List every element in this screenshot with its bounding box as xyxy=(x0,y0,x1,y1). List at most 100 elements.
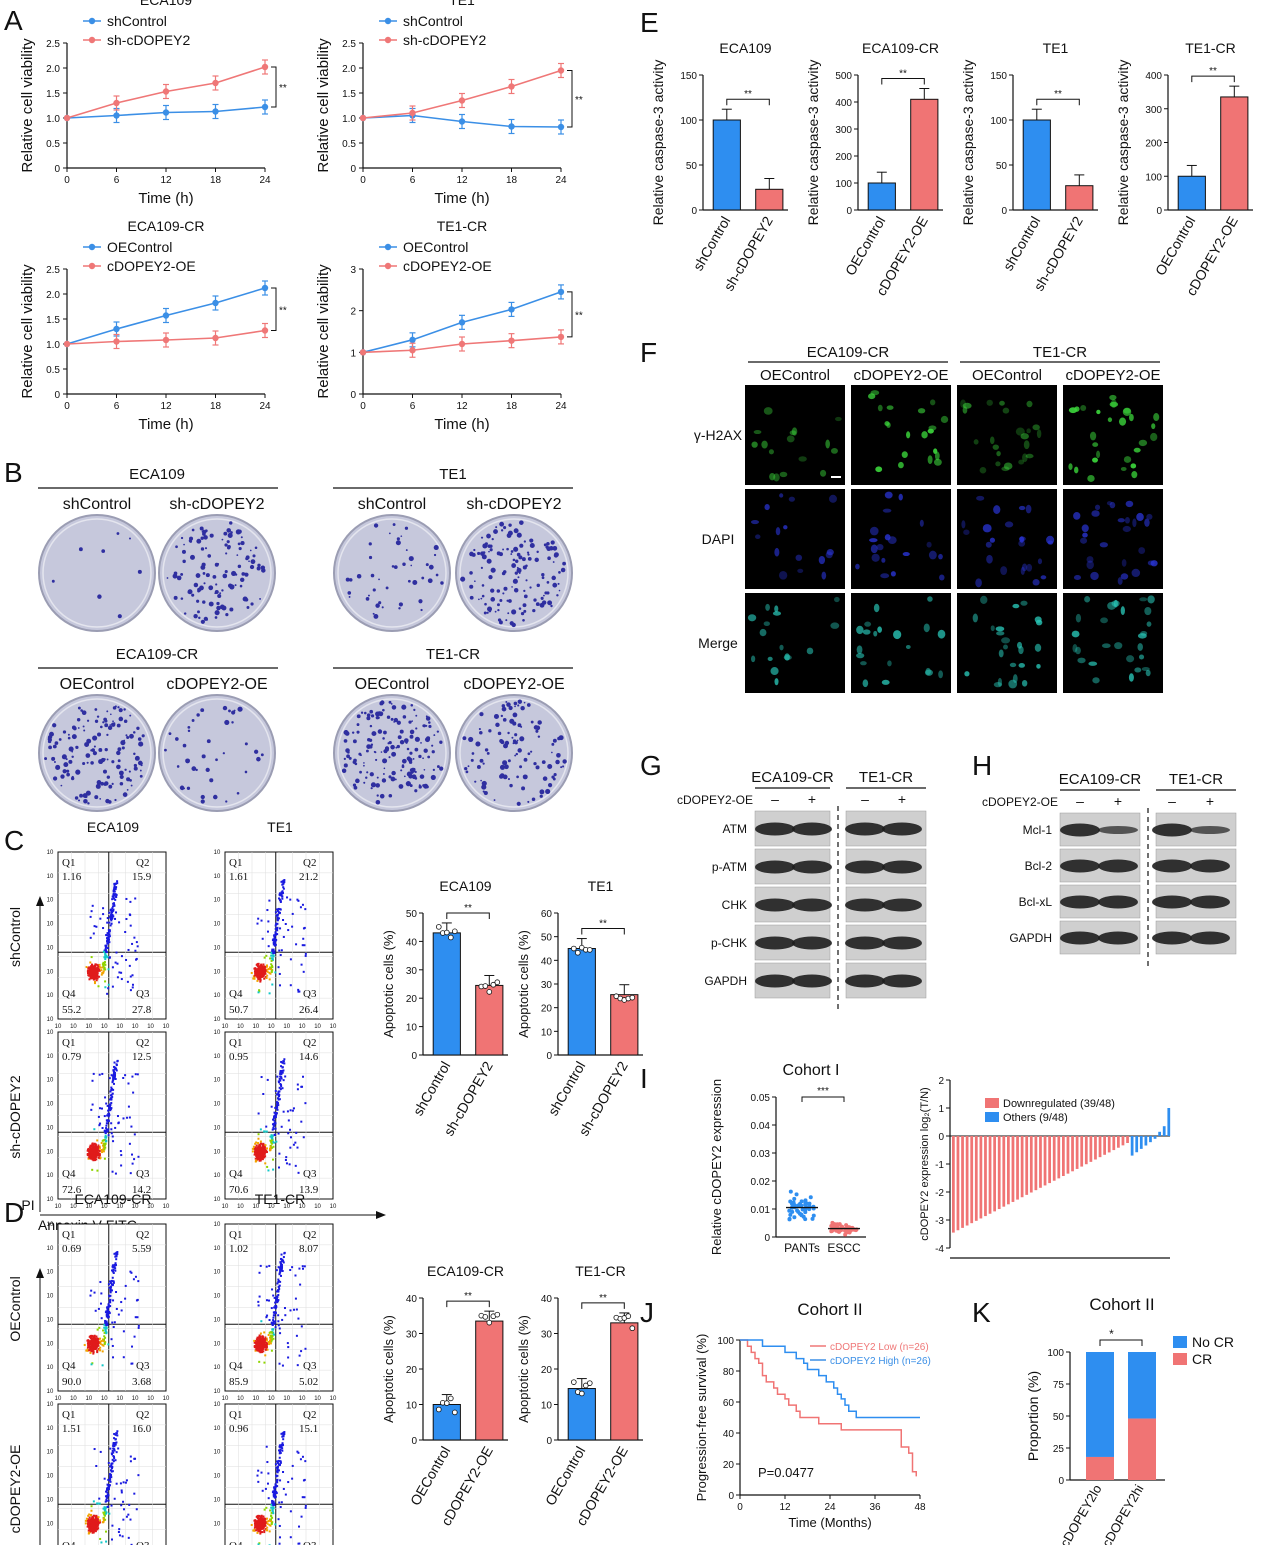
quadrant-q1-label: Q1 xyxy=(62,857,75,869)
event-dot xyxy=(253,1526,256,1529)
y-axis-tick: 10 xyxy=(47,1149,54,1155)
colony xyxy=(191,766,197,771)
panel-letter-a: A xyxy=(4,5,23,36)
colony xyxy=(521,786,526,791)
colony xyxy=(507,612,510,615)
event-dot xyxy=(262,1148,265,1151)
event-dot xyxy=(276,1093,279,1096)
colony xyxy=(123,708,126,711)
event-dot xyxy=(91,1517,94,1520)
colony xyxy=(133,766,138,771)
x-axis-tick: 10 xyxy=(330,1204,337,1210)
event-dot xyxy=(110,1289,113,1292)
colony xyxy=(370,787,373,790)
event-dot xyxy=(277,1081,280,1084)
colony xyxy=(112,720,114,723)
event-dot xyxy=(257,1469,260,1472)
bar xyxy=(610,994,639,1056)
event-dot xyxy=(289,1128,292,1131)
colony xyxy=(370,714,375,718)
event-dot xyxy=(108,921,111,924)
event-dot xyxy=(273,1333,276,1336)
colony xyxy=(120,740,126,746)
event-dot xyxy=(292,1107,295,1110)
colony xyxy=(418,599,423,604)
y-axis-tick: 10 xyxy=(47,1197,54,1203)
event-dot xyxy=(122,1330,125,1333)
quadrant-q3-value: 26.4 xyxy=(299,1004,319,1016)
significance-label: ** xyxy=(279,305,287,316)
event-dot xyxy=(298,1354,301,1357)
colony xyxy=(234,573,238,576)
event-dot xyxy=(271,1140,274,1143)
event-dot xyxy=(273,944,276,947)
colony xyxy=(474,580,476,583)
event-dot xyxy=(111,914,114,917)
event-dot xyxy=(275,914,278,917)
event-dot xyxy=(113,890,116,893)
event-dot xyxy=(269,1144,272,1147)
colony xyxy=(55,764,61,770)
colony xyxy=(94,719,99,723)
colony xyxy=(513,701,518,706)
event-dot xyxy=(275,1107,278,1110)
event-dot xyxy=(107,1119,110,1122)
event-dot xyxy=(257,1524,260,1527)
data-point xyxy=(212,108,219,115)
colony xyxy=(502,718,507,722)
event-dot xyxy=(284,1314,287,1317)
colony xyxy=(85,753,91,758)
colony xyxy=(562,765,565,768)
event-dot xyxy=(105,946,108,949)
colony xyxy=(405,549,408,552)
event-dot xyxy=(90,1108,93,1111)
event-dot xyxy=(110,1107,113,1110)
colony xyxy=(560,766,563,769)
colony xyxy=(520,611,525,616)
colony xyxy=(513,588,519,593)
y-axis-tick: 10 xyxy=(47,1402,54,1408)
event-dot xyxy=(304,952,307,955)
event-dot xyxy=(134,949,137,952)
y-tick-label: 1 xyxy=(350,348,356,359)
x-axis-tick: 10 xyxy=(283,1396,290,1402)
event-dot xyxy=(259,1140,262,1143)
colony xyxy=(249,549,252,552)
event-dot xyxy=(274,1122,277,1125)
event-dot xyxy=(260,919,263,922)
event-dot xyxy=(281,890,284,893)
event-dot xyxy=(108,956,111,959)
event-dot xyxy=(277,1290,280,1293)
colony xyxy=(412,580,418,585)
event-dot xyxy=(272,1319,275,1322)
colony xyxy=(546,591,550,595)
data-point xyxy=(557,333,565,341)
colony xyxy=(359,754,362,757)
colony xyxy=(506,547,509,551)
x-axis-tick: 10 xyxy=(253,1396,260,1402)
colony xyxy=(354,762,358,766)
event-dot xyxy=(279,1083,282,1086)
event-dot xyxy=(274,1114,277,1117)
colony xyxy=(398,602,403,607)
event-dot xyxy=(257,977,260,980)
data-point xyxy=(261,327,269,334)
event-dot xyxy=(111,895,114,898)
colony xyxy=(516,739,519,742)
event-dot xyxy=(97,1146,100,1149)
event-dot xyxy=(271,1502,274,1505)
data-point xyxy=(212,79,219,87)
event-dot xyxy=(107,1128,110,1131)
event-dot xyxy=(275,1466,278,1469)
event-dot xyxy=(108,1077,111,1080)
event-dot xyxy=(289,1309,292,1312)
quadrant-q4-label: Q4 xyxy=(229,988,243,1000)
event-dot xyxy=(282,1256,285,1259)
event-dot xyxy=(272,1495,275,1498)
colony xyxy=(469,571,473,575)
colony xyxy=(533,725,539,730)
quadrant-q2-label: Q2 xyxy=(303,1409,316,1421)
y-axis-tick: 10 xyxy=(47,1426,54,1432)
event-dot xyxy=(106,1496,109,1499)
event-dot xyxy=(101,1127,104,1130)
